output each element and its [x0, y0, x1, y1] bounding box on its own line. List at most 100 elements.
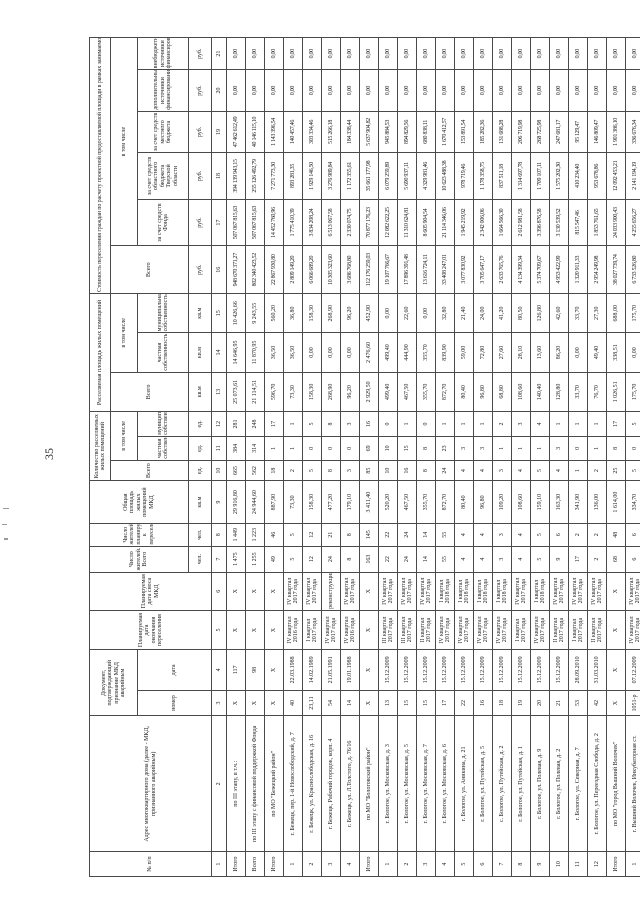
column-number-cell: 21 [211, 37, 227, 70]
data-cell: X [606, 610, 626, 650]
table-row: 11 г. Бологое, ул. Северная, д. 7 53 28.09.… [568, 37, 588, 877]
data-cell: 15.12.2009 [435, 649, 455, 691]
money-cell: 0,00 [378, 37, 398, 70]
money-cell: 35 661 177,98 [359, 152, 379, 200]
money-cell: 978 719,46 [454, 152, 474, 200]
data-cell: 29 916,80 [226, 480, 246, 524]
data-cell: 22 [454, 690, 474, 716]
data-cell: IV квартал 2017 года [530, 610, 550, 650]
money-cell: 894 829,56 [397, 111, 417, 153]
data-cell: X [226, 690, 246, 716]
data-cell: 18 [492, 690, 512, 716]
money-cell: 1 945 219,92 [454, 199, 474, 246]
money-cell: 0,00 [264, 69, 284, 112]
money-cell: 0,00 [397, 37, 417, 70]
address-cell: по МО "Бежецкий район" [264, 715, 284, 852]
data-cell: X [226, 610, 246, 650]
data-cell: 2 [587, 546, 607, 573]
data-cell: 1 [454, 411, 474, 437]
table-row: 10 г. Бологое, ул. Полевая, д. 2 21 15.12.2… [549, 37, 569, 877]
data-cell: 28,10 [511, 332, 531, 373]
data-cell: 22.03.1988 [283, 649, 303, 691]
col-header-area-total: Всего [110, 372, 189, 412]
data-cell: 31.03.2010 [587, 649, 607, 691]
data-cell: 5 [530, 546, 550, 573]
data-cell: 17 [568, 546, 588, 573]
data-cell: 14 [416, 523, 436, 547]
data-cell: II квартал 2017 года [549, 610, 569, 650]
col-header-area-municipal: муниципальная собственность [137, 293, 189, 333]
data-cell: 0 [625, 436, 640, 461]
data-cell: 15 [397, 690, 417, 716]
data-cell: 158,30 [302, 293, 322, 333]
money-cell: 1 929 146,50 [302, 152, 322, 200]
money-cell: 953 678,86 [587, 152, 607, 200]
column-number-cell: 9 [211, 480, 227, 524]
money-cell: 13 616 724,11 [416, 245, 436, 294]
data-cell: 4 [454, 546, 474, 573]
data-cell: IV квартал 2017 года [283, 572, 303, 611]
data-cell: 25 073,61 [226, 372, 246, 412]
column-number-cell: 11 [211, 436, 227, 461]
data-cell: 5 [530, 460, 550, 481]
address-cell: г. Бологое, ул. Полевая, д. 2 [549, 715, 569, 852]
resettlement-program-table: № п/п Адрес многоквартирного дома (далее… [89, 37, 640, 877]
data-cell: 8 [340, 523, 360, 547]
col-header-count-private: частная собственность [137, 436, 189, 461]
address-cell: г. Бологое, ул. Путейская, д. 1 [511, 715, 531, 852]
col-header-offbudget-sources: внебюджетные источники финансирования [137, 37, 189, 70]
data-cell: IV квартал 2017 года [568, 572, 588, 611]
col-header-count-municipal: муниципальная собственность [137, 411, 189, 437]
data-cell: X [264, 572, 284, 611]
data-cell: 11 870,95 [245, 332, 265, 373]
column-number-cell: 8 [211, 523, 227, 547]
money-cell: 2 612 981,58 [511, 199, 531, 246]
data-cell: 0,00 [302, 332, 322, 373]
money-cell: 1 709 107,11 [530, 152, 550, 200]
column-number-cell: 14 [211, 332, 227, 373]
data-cell: 54 [321, 690, 341, 716]
data-cell: 36,50 [264, 332, 284, 373]
money-cell: 0,00 [454, 37, 474, 70]
data-cell: 175,70 [625, 372, 640, 412]
money-cell: 1 314 697,78 [511, 152, 531, 200]
data-cell: 872,70 [435, 372, 455, 412]
data-cell: 8 [416, 460, 436, 481]
data-cell: 40 [283, 690, 303, 716]
money-cell: 184 338,44 [340, 111, 360, 153]
data-cell: 839,90 [435, 332, 455, 373]
data-cell: 1 [511, 436, 531, 461]
data-cell: 163 [359, 546, 379, 573]
data-cell: 16 [473, 690, 493, 716]
money-cell: 21 114 346,06 [435, 199, 455, 246]
money-cell: 0,00 [397, 69, 417, 112]
money-cell: 0,00 [606, 37, 626, 70]
address-cell: г. Бологое, ул. Московская, д. 5 [397, 715, 417, 852]
data-cell: 24 [397, 546, 417, 573]
data-cell: 596,70 [264, 372, 284, 412]
money-cell: 0,00 [226, 69, 246, 112]
data-cell: 4 [511, 523, 531, 547]
data-cell: 1 449 [226, 523, 246, 547]
data-cell: 25 [606, 460, 626, 481]
data-cell: 268,90 [321, 293, 341, 333]
data-cell: 13 [378, 690, 398, 716]
money-cell: 6 079 259,89 [378, 152, 398, 200]
data-cell: 19.01.1988 [340, 649, 360, 691]
data-cell: 2 [492, 411, 512, 437]
data-cell: 5 [283, 523, 303, 547]
data-cell: 55 [435, 523, 455, 547]
money-cell: 0,00 [492, 69, 512, 112]
data-cell: 76,70 [587, 372, 607, 412]
money-cell: 14 452 760,96 [264, 199, 284, 246]
unit-cell: ед. [188, 460, 212, 481]
data-cell: 4 [473, 460, 493, 481]
money-cell: 0,00 [511, 37, 531, 70]
data-cell: 8 [416, 436, 436, 461]
data-cell: 80,40 [454, 480, 474, 524]
data-cell: 2 [587, 523, 607, 547]
money-cell: 0,00 [587, 69, 607, 112]
unit-cell: руб. [188, 199, 212, 246]
address-cell: по МО "Бологовский район" [359, 715, 379, 852]
data-cell: 6 [473, 851, 493, 877]
